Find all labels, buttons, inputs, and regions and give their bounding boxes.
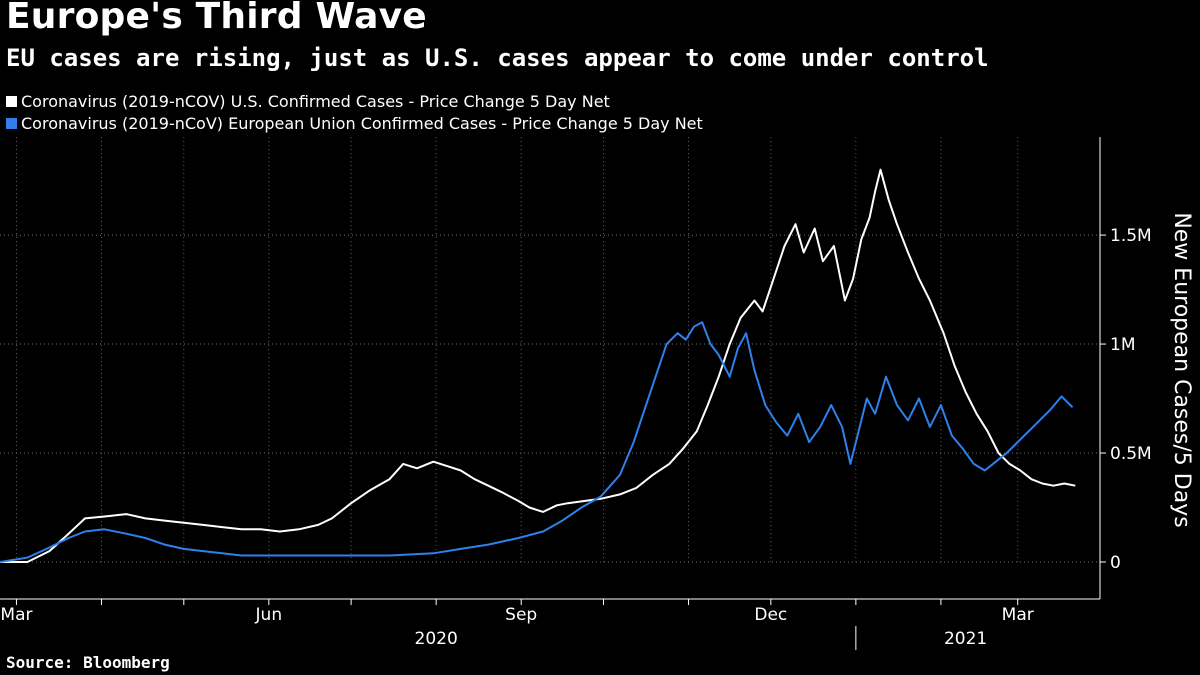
chart-subtitle: EU cases are rising, just as U.S. cases … — [6, 44, 989, 72]
y-tick-label: 0.5M — [1110, 444, 1152, 464]
legend-swatch-us — [6, 95, 17, 107]
y-tick-label: 1M — [1110, 335, 1135, 355]
x-tick-label: Mar — [1002, 605, 1034, 625]
year-label: 2020 — [415, 629, 458, 649]
series-lines — [0, 168, 1076, 563]
legend-label-eu: Coronavirus (2019-nCoV) European Union C… — [21, 113, 703, 133]
year-label: 2021 — [944, 629, 987, 649]
legend-item-us: Coronavirus (2019-nCOV) U.S. Confirmed C… — [6, 90, 703, 112]
y-tick-label: 1.5M — [1110, 226, 1152, 246]
eu-cases-line — [0, 321, 1074, 563]
grid — [0, 137, 1100, 563]
legend-label-us: Coronavirus (2019-nCOV) U.S. Confirmed C… — [21, 91, 610, 111]
legend-swatch-eu — [6, 117, 17, 129]
y-tick-label: 0 — [1110, 553, 1121, 573]
source-note: Source: Bloomberg — [6, 653, 170, 672]
legend: Coronavirus (2019-nCOV) U.S. Confirmed C… — [6, 90, 703, 134]
x-tick-label: Jun — [255, 605, 283, 625]
x-tick-label: Mar — [0, 605, 32, 625]
axes: 0 0.5M 1M 1.5M Mar Jun Sep Dec Mar 2020 2021 — [0, 137, 1152, 650]
us-cases-line — [0, 168, 1076, 563]
x-tick-label: Sep — [505, 605, 537, 625]
chart-title: Europe's Third Wave — [6, 0, 427, 37]
legend-item-eu: Coronavirus (2019-nCoV) European Union C… — [6, 112, 703, 134]
y-axis-title: New European Cases/5 Days — [1169, 212, 1194, 527]
x-tick-label: Dec — [754, 605, 787, 625]
